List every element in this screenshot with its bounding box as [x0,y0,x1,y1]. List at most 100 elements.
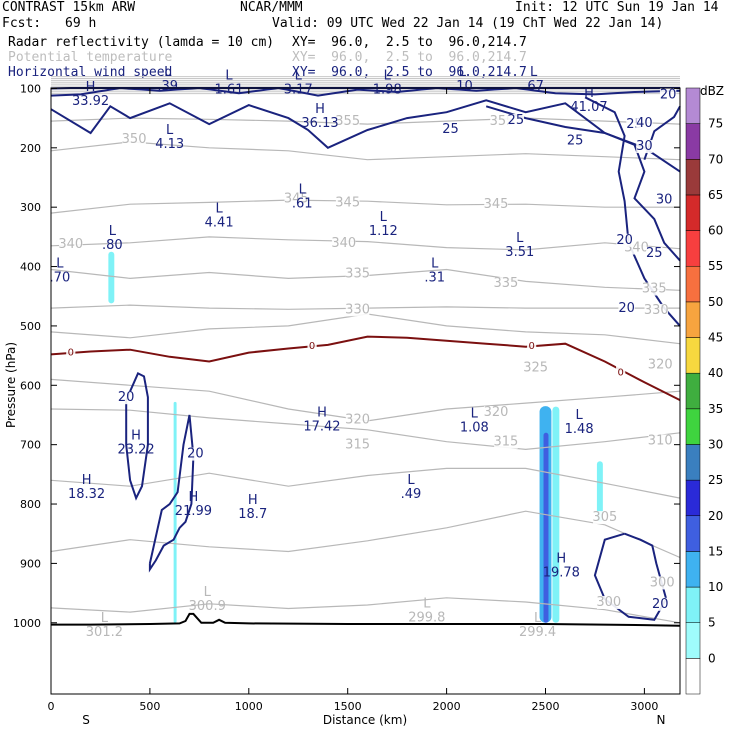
reflectivity-cell [552,406,560,623]
theta-label-background [650,576,674,590]
y-tick-label: 1000 [13,617,41,630]
colorbar-label: 60 [708,224,723,238]
south-label: S [82,713,90,727]
theta-label-background [345,438,370,452]
theta-label: 340 [58,237,83,252]
wind-speed-label-background [117,391,135,405]
y-tick-label: 200 [20,142,41,155]
extremum-marker: L [530,65,538,80]
theta-label: 335 [494,276,519,291]
field3-name: Horizontal wind speed [8,65,173,80]
colorbar-label: 0 [708,651,716,665]
extremum-marker: L [101,611,109,626]
colorbar-unit: dBZ [700,84,724,98]
extremum-marker: H [189,490,199,505]
theta-label: 310 [648,434,673,449]
theta-contour [50,408,681,451]
extremum-value: 1.48 [565,422,594,437]
freezing-level-label-background [616,365,626,379]
wind-speed-label-background [652,597,669,611]
wind-speed-label-background [659,88,677,102]
theta-label-background [122,132,146,146]
wind-speed-label: 25 [442,122,459,137]
extremum-value: .49 [401,487,422,502]
wind-contour [584,96,681,327]
theta-label-background [593,511,617,525]
x-tick-label: 0 [48,700,55,713]
theta-label-background [494,277,518,291]
extremum-marker: L [216,201,224,216]
extremum-marker: H [131,429,141,444]
theta-label-background [335,196,360,210]
wind-contour [148,414,195,573]
wind-speed-label-background [646,246,663,260]
colorbar-label: 25 [708,473,723,487]
theta-contour [50,510,681,559]
wind-speed-label: 20 [616,233,633,248]
model-title: CONTRAST 15km ARW [2,0,136,15]
extremum-marker: L [534,611,542,626]
wind-speed-label: 30 [636,139,653,154]
extremum-value: 33.92 [72,94,109,109]
wind-contour [593,532,668,621]
wind-contour [50,86,681,97]
theta-label: 325 [523,360,548,375]
colorbar-swatch [685,551,701,588]
fcst-hours: 69 h [65,16,97,31]
freezing-level-label-background [527,338,537,352]
colorbar-label: 50 [708,295,723,309]
extremum-value: 1.61 [215,82,244,97]
theta-label-background [523,361,548,375]
theta-label: 345 [284,191,309,206]
theta-contour [50,117,681,125]
extremum-value: 4.13 [155,137,184,152]
extremum-value: 23.22 [117,443,154,458]
x-tick-label: 1000 [235,700,263,713]
extremum-marker: H [315,102,325,117]
wind-speed-label: 30 [656,192,673,207]
wind-speed-label: 20 [187,447,204,462]
theta-label-background [284,192,309,206]
extremum-value: 18.7 [238,507,267,522]
extremum-marker: L [225,68,233,83]
extremum-value: .31 [424,271,445,286]
source-label: NCAR/MMM [240,0,303,15]
extremum-marker: H [317,406,327,421]
theta-label-background [596,595,621,609]
theta-label: 320 [484,405,509,420]
theta-label: 335 [642,282,667,297]
colorbar-swatch [685,479,701,517]
wind-speed-label: 20 [652,597,669,612]
x-tick-label: 500 [139,700,160,713]
extremum-marker: L [431,257,439,272]
wind-contour [125,372,149,501]
colorbar-swatch [685,444,701,481]
extremum-value: .10 [452,79,473,94]
wind-speed-label-background [187,447,204,461]
field2-name: Potential temperature [8,50,173,65]
extremum-marker: L [380,210,388,225]
extremum-value: 19.78 [543,566,580,581]
colorbar-label: 30 [708,437,723,451]
extremum-marker: H [556,552,566,567]
extremum-value: 41.07 [570,100,607,115]
extremum-marker: L [459,65,467,80]
theta-label: 345 [335,195,360,210]
extremum-value: 4.41 [205,215,234,230]
theta-label-background [345,413,370,427]
extremum-marker: H [248,493,258,508]
colorbar-swatch [685,194,701,231]
extremum-marker: H [82,473,92,488]
wind-speed-label-background [618,302,635,316]
extremum-marker: L [56,257,64,272]
colorbar-label: 20 [708,509,723,523]
field1-name: Radar reflectivity (lamda = 10 cm) [8,35,275,50]
extremum-value: 300.9 [189,599,226,614]
y-tick-label: 500 [20,320,41,333]
theta-label-background [642,282,667,296]
reflectivity-cell [173,401,177,623]
field3-xy: XY= 96.0, 2.5 to 96.0,214.7 [292,65,527,80]
plot-frame [50,87,681,695]
colorbar-swatch [685,408,701,445]
